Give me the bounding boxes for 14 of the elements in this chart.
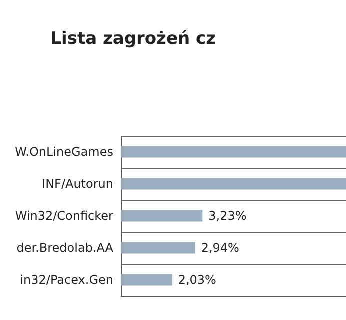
- data-label: 3,23%: [208, 209, 247, 223]
- bar: [121, 210, 203, 222]
- bar: [121, 146, 346, 158]
- y-tick-label: der.Bredolab.AA: [16, 241, 114, 255]
- y-tick-label: INF/Autorun: [42, 177, 114, 191]
- chart-title: Lista zagrożeń cz: [50, 29, 216, 49]
- y-tick-label: Win32/Conficker: [15, 209, 114, 223]
- y-tick-label: W.OnLineGames: [15, 145, 114, 159]
- bar: [121, 242, 196, 254]
- data-label: 2,03%: [178, 273, 216, 287]
- y-tick-label: in32/Pacex.Gen: [20, 273, 114, 287]
- data-label: 2,94%: [201, 241, 240, 255]
- bar: [121, 274, 172, 286]
- bar: [121, 178, 346, 190]
